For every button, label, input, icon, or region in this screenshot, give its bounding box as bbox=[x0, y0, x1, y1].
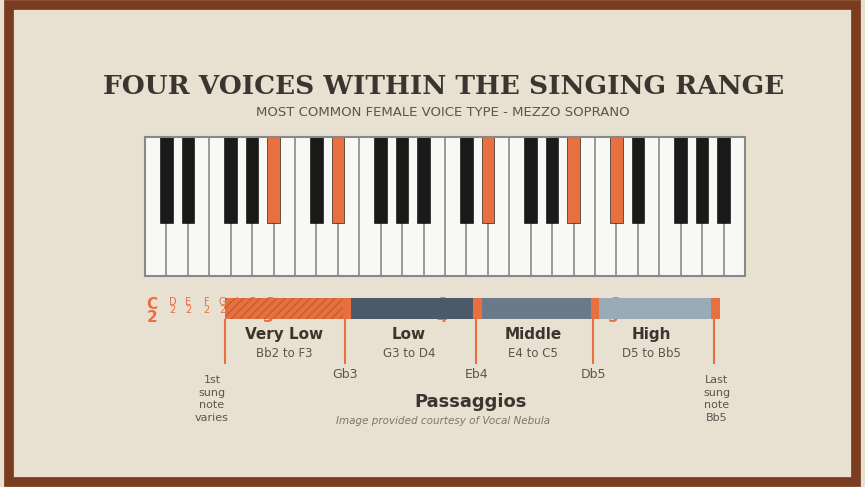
Text: Gb3: Gb3 bbox=[333, 368, 358, 381]
Bar bbox=[460, 137, 472, 223]
Bar bbox=[659, 137, 680, 276]
Text: E4 to C5: E4 to C5 bbox=[509, 347, 558, 360]
Bar bbox=[473, 299, 482, 319]
Text: D5 to Bb5: D5 to Bb5 bbox=[622, 347, 682, 360]
Text: G3 to D4: G3 to D4 bbox=[383, 347, 435, 360]
Bar bbox=[145, 137, 745, 276]
Text: C
3: C 3 bbox=[263, 297, 274, 325]
Bar bbox=[482, 137, 494, 223]
Text: Eb4: Eb4 bbox=[465, 368, 488, 381]
Text: Very Low: Very Low bbox=[246, 327, 324, 341]
Bar bbox=[359, 137, 380, 276]
Bar bbox=[166, 137, 187, 276]
Text: MOST COMMON FEMALE VOICE TYPE - MEZZO SOPRANO: MOST COMMON FEMALE VOICE TYPE - MEZZO SO… bbox=[257, 106, 630, 119]
Bar bbox=[573, 137, 594, 276]
Text: G
2: G 2 bbox=[218, 297, 226, 316]
Bar bbox=[226, 299, 343, 319]
Bar bbox=[188, 137, 208, 276]
Bar bbox=[509, 137, 529, 276]
Text: 1st
sung
note
varies: 1st sung note varies bbox=[195, 375, 229, 423]
Bar bbox=[273, 137, 294, 276]
Bar bbox=[610, 137, 623, 223]
Text: Bb2 to F3: Bb2 to F3 bbox=[256, 347, 312, 360]
Bar bbox=[488, 137, 509, 276]
Text: E
2: E 2 bbox=[185, 297, 191, 316]
Bar bbox=[225, 137, 237, 223]
Bar bbox=[531, 137, 551, 276]
Bar bbox=[343, 299, 351, 319]
Text: Low: Low bbox=[392, 327, 426, 341]
Bar bbox=[231, 137, 251, 276]
Bar bbox=[160, 137, 173, 223]
Bar bbox=[295, 137, 316, 276]
Bar bbox=[631, 137, 644, 223]
Bar bbox=[591, 299, 599, 319]
Bar bbox=[424, 137, 444, 276]
Bar bbox=[595, 137, 615, 276]
Bar bbox=[524, 137, 537, 223]
Bar bbox=[675, 137, 687, 223]
Text: D
2: D 2 bbox=[169, 297, 176, 316]
Bar bbox=[317, 137, 336, 276]
Bar bbox=[417, 137, 430, 223]
Text: Image provided courtesy of Vocal Nebula: Image provided courtesy of Vocal Nebula bbox=[336, 416, 550, 427]
Bar bbox=[681, 137, 702, 276]
Bar bbox=[375, 137, 387, 223]
Bar bbox=[396, 137, 408, 223]
Text: FOUR VOICES WITHIN THE SINGING RANGE: FOUR VOICES WITHIN THE SINGING RANGE bbox=[103, 74, 784, 99]
Bar bbox=[466, 137, 487, 276]
Text: C
5: C 5 bbox=[608, 297, 619, 325]
Bar bbox=[552, 137, 573, 276]
Bar bbox=[381, 137, 401, 276]
Bar bbox=[344, 299, 473, 319]
Bar bbox=[252, 137, 272, 276]
Bar bbox=[145, 137, 165, 276]
Text: Last
sung
note
Bb5: Last sung note Bb5 bbox=[703, 375, 730, 423]
Bar bbox=[696, 137, 708, 223]
Text: A
2: A 2 bbox=[234, 297, 240, 316]
Bar bbox=[402, 137, 423, 276]
Bar bbox=[331, 137, 344, 223]
Bar bbox=[546, 137, 558, 223]
Bar bbox=[567, 137, 580, 223]
Text: Db5: Db5 bbox=[580, 368, 606, 381]
Text: Middle: Middle bbox=[504, 327, 561, 341]
Bar bbox=[338, 137, 358, 276]
Text: B
2: B 2 bbox=[249, 297, 256, 316]
Bar bbox=[711, 299, 720, 319]
Bar bbox=[182, 137, 194, 223]
Bar bbox=[638, 137, 658, 276]
Bar bbox=[267, 137, 279, 223]
Text: C
2: C 2 bbox=[146, 297, 157, 325]
Text: Passaggios: Passaggios bbox=[414, 393, 526, 411]
Bar bbox=[617, 137, 637, 276]
Bar bbox=[209, 137, 230, 276]
Bar bbox=[226, 299, 343, 319]
Bar bbox=[702, 137, 722, 276]
Bar bbox=[475, 299, 591, 319]
Bar bbox=[717, 137, 730, 223]
Bar bbox=[445, 137, 465, 276]
Bar bbox=[593, 299, 711, 319]
Bar bbox=[723, 137, 744, 276]
Bar bbox=[246, 137, 259, 223]
Text: F
2: F 2 bbox=[203, 297, 210, 316]
Bar bbox=[311, 137, 323, 223]
Text: High: High bbox=[632, 327, 671, 341]
Text: C
4: C 4 bbox=[436, 297, 447, 325]
